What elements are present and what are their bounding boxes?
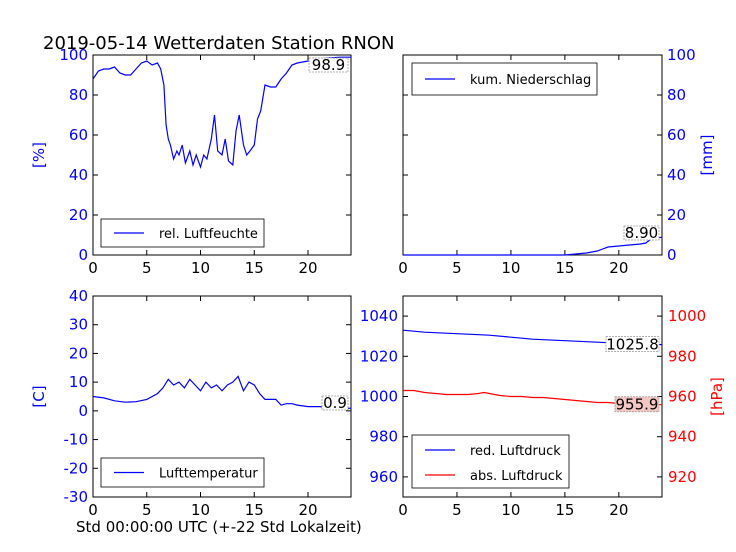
x-tick-label: 10 xyxy=(191,259,210,277)
value-annotation: 98.9 xyxy=(312,56,345,74)
y-tick-label: 20 xyxy=(69,206,88,224)
value-annotation-box xyxy=(614,396,660,413)
value-annotation: 8.90 xyxy=(625,224,658,242)
value-annotation: 955.9 xyxy=(616,396,659,414)
series-line-kum-niederschlag xyxy=(403,236,663,256)
x-tick-label: 15 xyxy=(245,259,264,277)
y-tick-label: 0 xyxy=(667,246,677,264)
value-annotation-box xyxy=(308,57,349,73)
legend-label: kum. Niederschlag xyxy=(470,73,591,88)
y-tick-label: 960 xyxy=(369,468,398,486)
y-tick-label: 40 xyxy=(69,166,88,184)
x-tick-label: 15 xyxy=(555,259,574,277)
x-tick-label: 20 xyxy=(609,259,628,277)
x-tick-label: 15 xyxy=(555,501,574,519)
x-tick-label: 5 xyxy=(452,259,462,277)
x-tick-label: 10 xyxy=(501,501,520,519)
x-tick-label: 20 xyxy=(298,259,317,277)
y-tick-label: 80 xyxy=(69,86,88,104)
y2-tick-label: 1000 xyxy=(668,307,706,325)
y-tick-label: -20 xyxy=(64,459,89,477)
legend-label: abs. Luftdruck xyxy=(470,469,563,484)
y-axis-label: [C] xyxy=(30,385,48,407)
x-tick-label: 0 xyxy=(398,259,408,277)
chart-panel-humidity: 0 5 10 15 20 0 20 40 60 80 100 [%] rel. Luftfeuchte 9… xyxy=(30,46,352,277)
y-tick-label: 40 xyxy=(69,287,88,305)
y2-tick-label: 940 xyxy=(668,428,697,446)
legend: Lufttemperatur xyxy=(100,457,265,488)
x-tick-label: 0 xyxy=(398,501,408,519)
y-tick-label: -10 xyxy=(64,431,89,449)
y-tick-label: 20 xyxy=(69,344,88,362)
chart-panel-precipitation: 0 5 10 15 20 0 20 40 60 80 100 [mm] kum. Niederschla… xyxy=(398,46,716,277)
legend-box xyxy=(411,434,570,489)
y-tick-label: 80 xyxy=(667,86,686,104)
y-axis-label: [hPa] xyxy=(708,377,726,416)
value-annotation-box xyxy=(623,225,660,241)
legend: red. Luftdruck abs. Luftdruck xyxy=(411,434,570,489)
y2-tick-label: 980 xyxy=(668,347,697,365)
y-tick-label: 60 xyxy=(667,126,686,144)
y-tick-label: 1000 xyxy=(360,388,398,406)
chart-panel-pressure: 0 5 10 15 20 960 980 1000 1020 1040 920 940 960 980 10… xyxy=(360,295,726,519)
y-tick-label: 0 xyxy=(78,402,88,420)
x-tick-label: 10 xyxy=(501,259,520,277)
figure-title: 2019-05-14 Wetterdaten Station RNON xyxy=(43,33,394,54)
y-tick-label: 40 xyxy=(667,166,686,184)
chart-panel-temperature: 0 5 10 15 20 -30 -20 -10 0 10 20 30 40 [C] Lufttempera… xyxy=(30,287,352,519)
y-tick-label: 60 xyxy=(69,126,88,144)
legend-label: red. Luftdruck xyxy=(470,444,561,459)
y2-tick-label: 960 xyxy=(668,388,697,406)
value-annotation: 1025.8 xyxy=(606,336,659,354)
value-annotation-box xyxy=(605,336,660,353)
y-tick-label: 1040 xyxy=(360,307,398,325)
x-tick-label: 5 xyxy=(142,501,152,519)
series-line-rel-luftfeuchte xyxy=(92,56,351,170)
x-tick-label: 0 xyxy=(88,259,98,277)
y-tick-label: 1020 xyxy=(360,347,398,365)
plot-frame xyxy=(92,54,352,256)
y-axis-label: [mm] xyxy=(698,135,716,176)
y-tick-label: -30 xyxy=(64,488,89,506)
legend-label: Lufttemperatur xyxy=(159,467,258,482)
y-tick-label: 10 xyxy=(69,373,88,391)
y-axis-label: [%] xyxy=(30,142,48,168)
series-line-lufttemperatur xyxy=(92,375,352,409)
y-tick-label: 20 xyxy=(667,206,686,224)
y-tick-label: 980 xyxy=(369,428,398,446)
legend: kum. Niederschlag xyxy=(411,62,598,96)
x-tick-label: 5 xyxy=(142,259,152,277)
value-annotation: 0.9 xyxy=(323,394,347,412)
x-tick-label: 10 xyxy=(191,501,210,519)
x-tick-label: 20 xyxy=(609,501,628,519)
x-axis-label: Std 00:00:00 UTC (+-22 Std Lokalzeit) xyxy=(76,518,362,536)
y-tick-label: 100 xyxy=(667,46,696,64)
legend-label: rel. Luftfeuchte xyxy=(159,227,258,242)
x-tick-label: 20 xyxy=(298,501,317,519)
value-annotation-box xyxy=(321,395,349,411)
legend: rel. Luftfeuchte xyxy=(100,218,265,248)
x-tick-label: 5 xyxy=(452,501,462,519)
y-tick-label: 30 xyxy=(69,316,88,334)
x-tick-label: 0 xyxy=(88,501,98,519)
x-tick-label: 15 xyxy=(245,501,264,519)
y-tick-label: 0 xyxy=(78,246,88,264)
y-tick-label: 100 xyxy=(59,46,88,64)
y2-tick-label: 920 xyxy=(668,468,697,486)
